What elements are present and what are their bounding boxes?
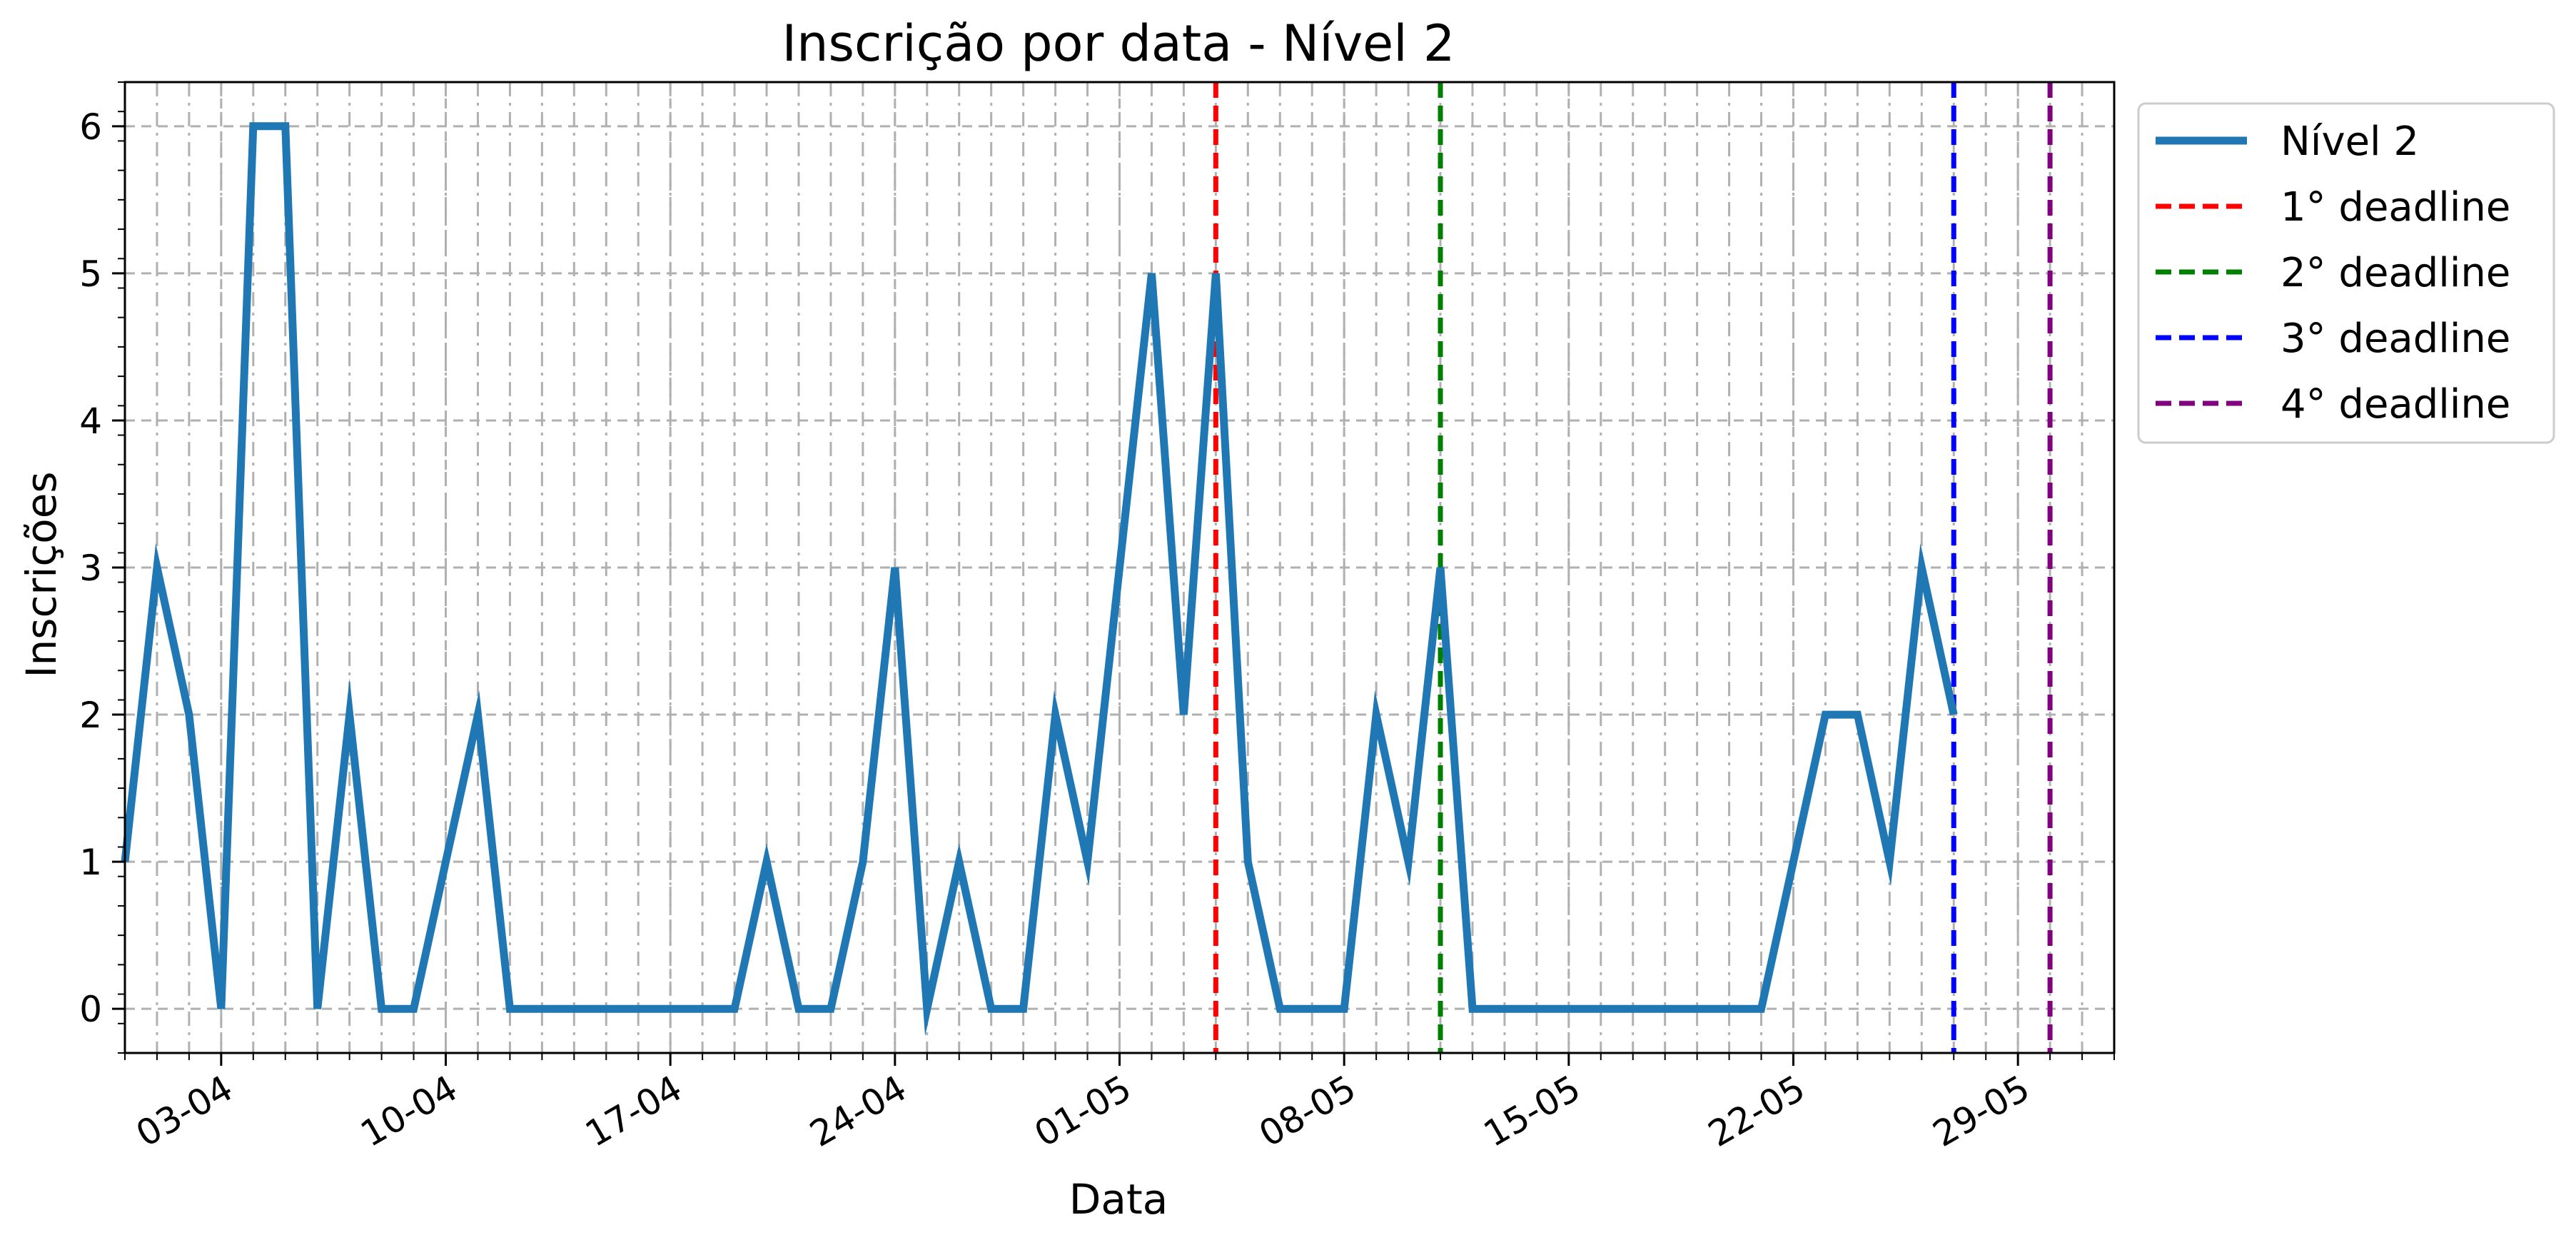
grid [123,82,2116,1053]
legend: Nível 2 1° deadline 2° deadline 3° deadline… [2137,102,2555,444]
y-tick-label: 5 [79,253,102,295]
y-axis-label: Inscrições [17,471,66,677]
y-tick-label: 3 [79,548,102,589]
legend-entry-label: Nível 2 [2280,119,2419,165]
series-line [121,122,1958,1037]
x-axis-label: Data [1069,1175,1168,1224]
y-tick-label: 4 [79,400,102,442]
legend-entry-label: 3° deadline [2280,316,2510,362]
legend-frame [2137,102,2555,444]
series-lines [121,122,1958,1037]
y-tick-label: 6 [79,106,102,148]
chart-title: Inscrição por data - Nível 2 [782,14,1455,73]
legend-entry-label: 1° deadline [2280,184,2510,231]
y-tick-label: 0 [79,989,102,1030]
legend-entry-label: 4° deadline [2280,381,2510,428]
legend-entry-label: 2° deadline [2280,250,2510,296]
y-tick-label: 2 [79,695,102,736]
y-tick-label: 1 [79,842,102,883]
